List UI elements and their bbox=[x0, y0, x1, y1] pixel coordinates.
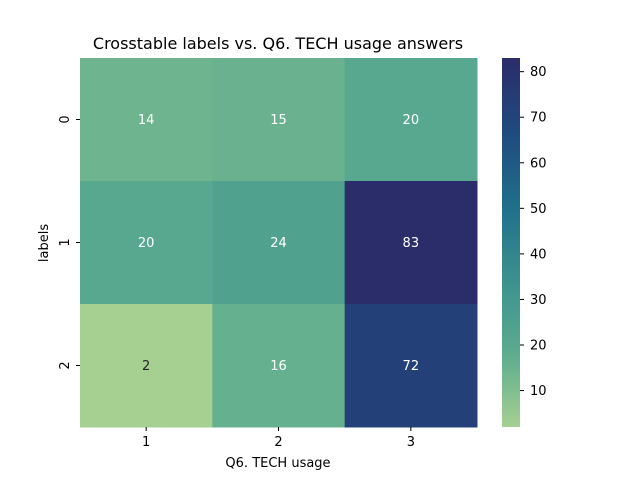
x-axis-label: Q6. TECH usage bbox=[225, 456, 330, 471]
cell-annotation: 20 bbox=[403, 113, 420, 128]
cell-annotation: 72 bbox=[403, 359, 420, 374]
heatmap-cell bbox=[212, 304, 346, 428]
cell-annotation: 15 bbox=[270, 113, 287, 128]
heatmap-cell bbox=[344, 304, 478, 428]
colorbar-tick-label: 30 bbox=[530, 293, 547, 308]
colorbar-tick-label: 40 bbox=[530, 247, 547, 262]
heatmap-cells bbox=[80, 58, 478, 428]
colorbar-gradient bbox=[502, 58, 520, 427]
y-axis-label: labels bbox=[37, 224, 52, 262]
colorbar-tick-label: 60 bbox=[530, 156, 547, 171]
heatmap-cell bbox=[80, 181, 213, 305]
x-tick-label: 3 bbox=[407, 435, 415, 450]
x-axis: 1 2 3 bbox=[142, 427, 415, 450]
y-tick-label: 0 bbox=[58, 115, 73, 123]
heatmap-cell bbox=[80, 304, 213, 428]
x-tick-label: 2 bbox=[274, 435, 282, 450]
cell-annotation: 20 bbox=[138, 236, 155, 251]
y-tick-label: 2 bbox=[58, 361, 73, 369]
colorbar: 10 20 30 40 50 60 70 80 bbox=[502, 58, 547, 427]
heatmap-cell bbox=[344, 181, 478, 305]
heatmap-cell bbox=[80, 58, 213, 182]
x-tick-label: 1 bbox=[142, 435, 150, 450]
cell-annotation: 2 bbox=[142, 359, 150, 374]
y-tick-label: 1 bbox=[58, 238, 73, 246]
chart-title: Crosstable labels vs. Q6. TECH usage ans… bbox=[93, 34, 463, 53]
colorbar-tick-label: 20 bbox=[530, 339, 547, 354]
colorbar-tick-label: 80 bbox=[530, 65, 547, 80]
heatmap-cell bbox=[344, 58, 478, 182]
colorbar-tick-label: 50 bbox=[530, 202, 547, 217]
cell-annotation: 14 bbox=[138, 113, 155, 128]
heatmap-cell bbox=[212, 181, 346, 305]
cell-annotation: 16 bbox=[270, 359, 287, 374]
colorbar-tick-label: 10 bbox=[530, 384, 547, 399]
cell-annotation: 83 bbox=[403, 236, 420, 251]
colorbar-tick-label: 70 bbox=[530, 111, 547, 126]
cell-annotation: 24 bbox=[270, 236, 287, 251]
y-axis: 0 1 2 bbox=[58, 115, 80, 370]
cell-annotations: 14 15 20 20 24 83 2 16 72 bbox=[138, 113, 419, 374]
heatmap-cell bbox=[212, 58, 346, 182]
